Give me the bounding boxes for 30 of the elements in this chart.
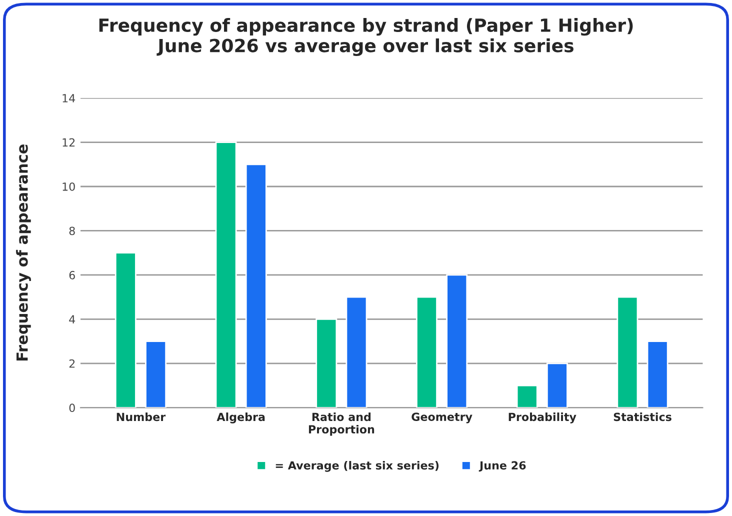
y-tick-label: 6	[69, 270, 75, 280]
x-tick-label: Ratio and Proportion	[308, 412, 374, 436]
bar	[446, 274, 468, 408]
chart-title: Frequency of appearance by strand (Paper 1 Higher) June 2026 vs average over last six series	[99, 18, 633, 56]
bar	[416, 296, 438, 408]
bar	[245, 164, 267, 408]
x-tick-label: Statistics	[614, 412, 672, 422]
bar	[145, 340, 167, 408]
y-tick-label: 10	[62, 182, 75, 191]
bar	[114, 252, 136, 408]
bar	[346, 296, 368, 408]
x-tick-label: Algebra	[216, 412, 265, 424]
legend-label: = Average (last six series)	[276, 460, 439, 472]
x-tick-label: Geometry	[412, 412, 472, 424]
bar	[646, 340, 668, 408]
bar	[516, 384, 538, 408]
bar	[616, 296, 638, 408]
bar	[316, 318, 338, 408]
x-tick-label: Probability	[508, 412, 576, 424]
legend-label: June 26	[478, 461, 526, 472]
y-tick-label: 0	[69, 404, 75, 412]
bar	[546, 362, 568, 408]
y-tick-label: 14	[62, 94, 76, 102]
bar	[215, 142, 237, 408]
y-axis-title: Frequency of appearance	[16, 144, 31, 361]
y-tick-label: 12	[62, 138, 75, 146]
y-tick-label: 8	[69, 226, 75, 236]
x-tick-label: Number	[116, 412, 166, 422]
y-tick-label: 4	[69, 315, 76, 324]
y-tick-label: 2	[69, 359, 75, 368]
